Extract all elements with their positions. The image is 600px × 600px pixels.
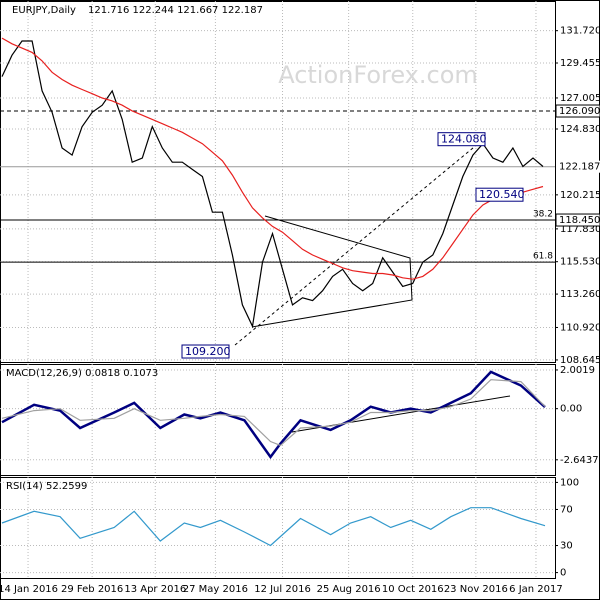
x-tick-label: 25 Aug 2016 xyxy=(317,584,381,595)
x-tick-label: 6 Jan 2017 xyxy=(509,584,563,595)
x-tick-label: 27 May 2016 xyxy=(183,584,248,595)
x-tick-label: 14 Jan 2016 xyxy=(0,584,58,595)
x-tick-label: 10 Oct 2016 xyxy=(382,584,444,595)
watermark: ActionForex.com xyxy=(278,61,478,89)
y-tick-label: 127.005 xyxy=(560,93,600,104)
y-tick-label: 0 xyxy=(560,568,566,579)
y-tick-label: 115.530 xyxy=(560,257,600,268)
x-tick-label: 13 Apr 2016 xyxy=(124,584,186,595)
annotation-box xyxy=(437,132,486,147)
level-label: 118.450 xyxy=(559,215,600,226)
annotation-box xyxy=(181,344,230,359)
y-tick-label: 124.830 xyxy=(560,124,600,135)
annotation-label: 109.200 xyxy=(185,345,231,358)
level-box xyxy=(555,213,600,227)
y-tick-label: 113.260 xyxy=(560,289,600,300)
y-tick-label: 110.920 xyxy=(560,322,600,333)
y-tick-label: 100 xyxy=(560,477,579,488)
panel-title: RSI(14) 52.2599 xyxy=(6,481,87,492)
x-tick-label: 23 Nov 2016 xyxy=(444,584,508,595)
annotation-box xyxy=(475,187,524,202)
panel-title: MACD(12,26,9) 0.0818 0.1073 xyxy=(6,368,158,379)
last-label: 122.187 xyxy=(559,162,600,173)
y-tick-label: 120.215 xyxy=(560,190,600,201)
panel-frame xyxy=(0,364,556,476)
dashed-trend xyxy=(234,137,486,346)
series-line xyxy=(1,37,544,280)
y-tick-label: 131.720 xyxy=(560,26,600,37)
y-tick-label: 70 xyxy=(560,504,573,515)
level-box xyxy=(555,104,600,118)
panel-frame xyxy=(0,477,556,579)
level-ratio: 38.2 xyxy=(533,210,553,220)
y-tick-label: 2.0019 xyxy=(560,365,595,376)
series-line xyxy=(1,40,544,329)
annotation-label: 124.080 xyxy=(441,133,487,146)
y-tick-label: 0.00 xyxy=(560,404,582,415)
annotation-label: 120.540 xyxy=(479,188,525,201)
series-line xyxy=(1,507,546,547)
level-label: 126.090 xyxy=(559,106,600,117)
panel-frame xyxy=(0,1,556,363)
x-tick-label: 29 Feb 2016 xyxy=(61,584,123,595)
y-tick-label: 117.830 xyxy=(560,224,600,235)
x-tick-label: 12 Jul 2016 xyxy=(254,584,311,595)
chart-title: EURJPY,Daily xyxy=(12,5,76,16)
last-box xyxy=(556,160,600,173)
y-tick-label: 108.645 xyxy=(560,355,600,366)
level-ratio: 61.8 xyxy=(533,252,553,262)
series-line xyxy=(1,379,546,447)
y-tick-label: 129.455 xyxy=(560,58,600,69)
chart-subtitle: 121.716 122.244 121.667 122.187 xyxy=(88,5,263,16)
y-tick-label: -2.6437 xyxy=(560,455,599,466)
y-tick-label: 30 xyxy=(560,541,573,552)
series-line xyxy=(1,370,546,460)
